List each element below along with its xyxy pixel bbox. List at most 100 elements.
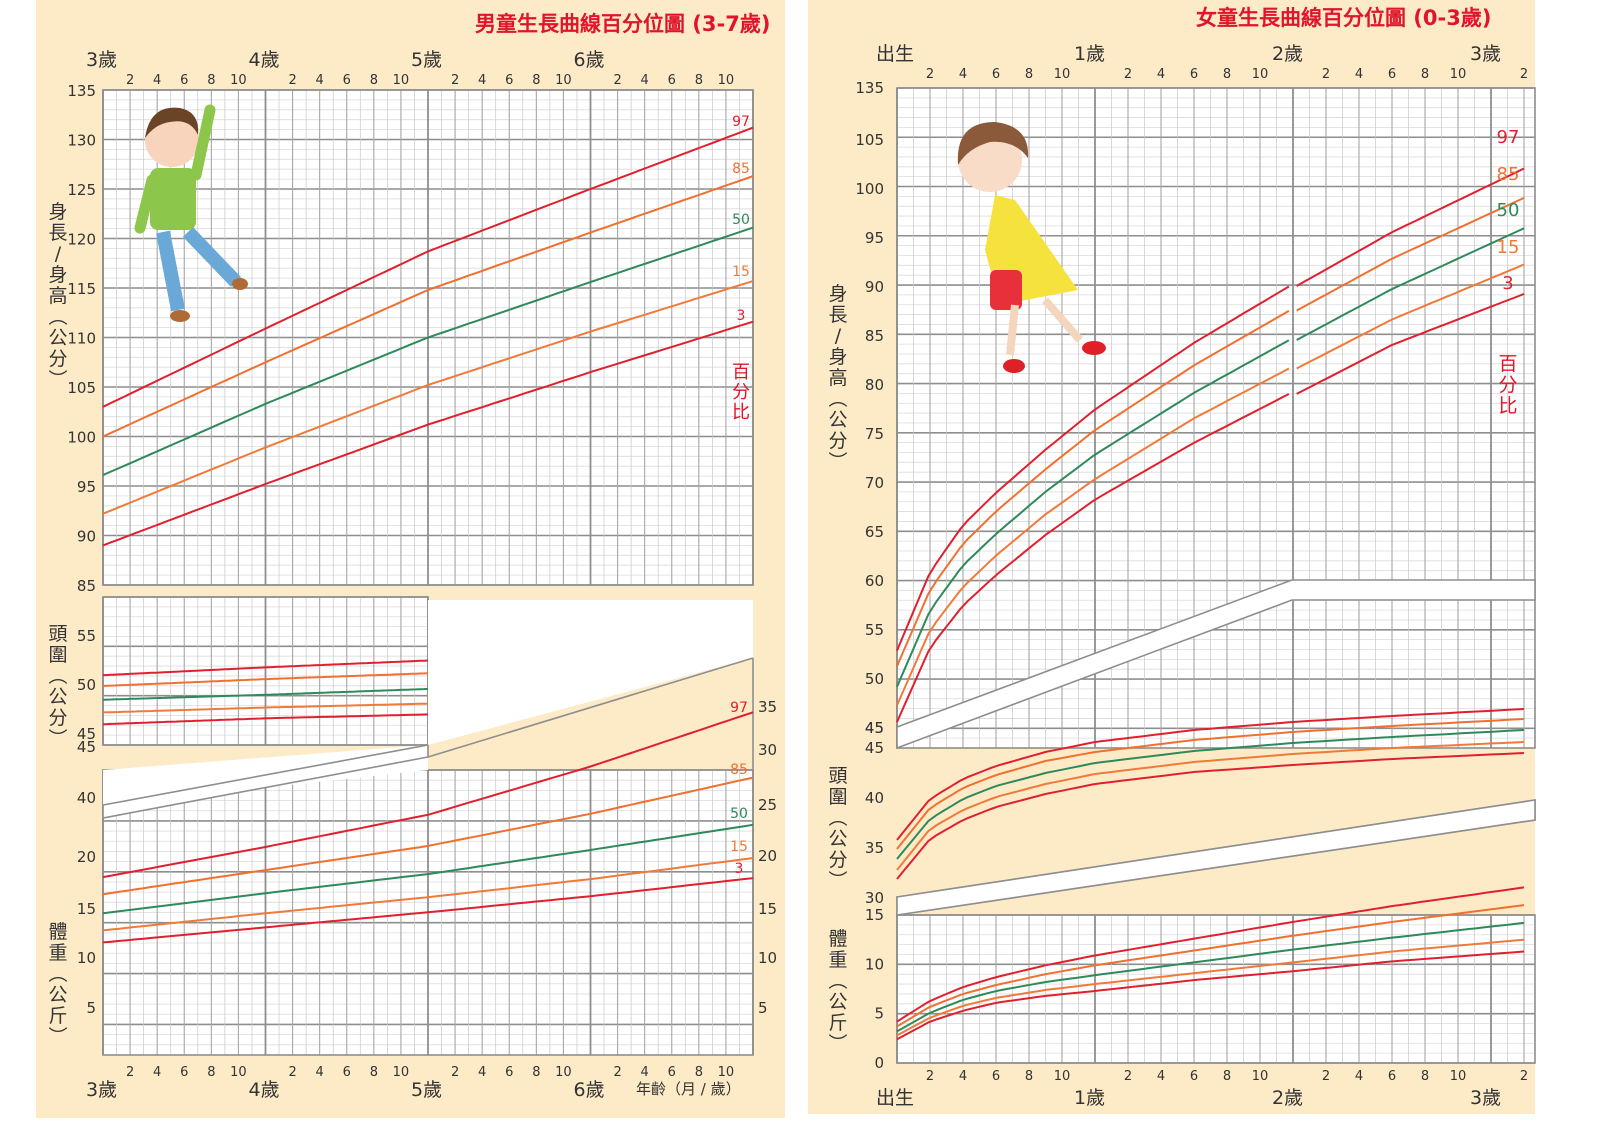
boy-month-tick-bottom: 4 bbox=[316, 1065, 324, 1080]
boy-height-axis-label: 分 bbox=[48, 348, 67, 370]
girl-month-tick-bottom: 2 bbox=[1520, 1069, 1528, 1084]
girl-month-tick-top: 2 bbox=[1124, 67, 1132, 82]
percentile-curve-50 bbox=[896, 729, 1525, 860]
girl-height-tick: 65 bbox=[865, 523, 884, 541]
boy-month-tick-bottom: 6 bbox=[505, 1065, 513, 1080]
girl-weight-axis-label: 公 bbox=[828, 991, 847, 1013]
boy-height-axis-label: ︶ bbox=[48, 369, 67, 391]
boy-percentile-caption: 分 bbox=[732, 382, 750, 403]
boy-month-tick-bottom: 10 bbox=[555, 1065, 572, 1080]
boy-month-tick-top: 10 bbox=[393, 73, 410, 88]
girl-month-tick-top: 10 bbox=[1252, 67, 1269, 82]
boy-weight-tick-left: 5 bbox=[86, 999, 96, 1017]
percentile-curve-15 bbox=[102, 857, 754, 932]
boy-month-tick-bottom: 8 bbox=[370, 1065, 378, 1080]
boy-illustration bbox=[134, 104, 248, 322]
boy-month-tick-bottom: 2 bbox=[451, 1065, 459, 1080]
girl-height-axis-label: ︵ bbox=[828, 388, 847, 410]
girl-height-axis-label: 身 bbox=[828, 346, 847, 368]
boy-weight-tick-left: 40 bbox=[77, 789, 96, 807]
boy-month-tick-bottom: 10 bbox=[718, 1065, 735, 1080]
boy-month-tick-bottom: 6 bbox=[668, 1065, 676, 1080]
percentile-curve-15 bbox=[896, 741, 1525, 871]
percentile-curve-50 bbox=[102, 823, 754, 915]
percentile-curve-3 bbox=[896, 752, 1525, 880]
girl-height-axis-label: 高 bbox=[828, 367, 847, 389]
girl-year-label-top: 出生 bbox=[876, 43, 914, 65]
girl-height-tick: 55 bbox=[865, 621, 884, 639]
boy-height-percentile-label: 50 bbox=[732, 212, 750, 228]
girl-height-tick: 45 bbox=[865, 719, 884, 737]
girl-height-tick: 100 bbox=[855, 180, 884, 198]
boy-year-label-top: 4歲 bbox=[249, 49, 280, 71]
boy-head-axis-label: 分 bbox=[48, 707, 67, 729]
girl-head-axis-label: 公 bbox=[828, 828, 847, 850]
girl-weight-tick: 10 bbox=[865, 955, 884, 973]
girl-month-tick-bottom: 10 bbox=[1450, 1069, 1467, 1084]
boy-weight-tick-right: 25 bbox=[758, 796, 777, 814]
percentile-curve-85 bbox=[102, 776, 754, 896]
boy-head-axis-label: 圍 bbox=[48, 644, 67, 666]
girl-month-tick-bottom: 2 bbox=[1124, 1069, 1132, 1084]
girl-height-tick: 105 bbox=[855, 131, 884, 149]
boy-head-axis-label: ︶ bbox=[48, 728, 67, 750]
girl-month-tick-top: 6 bbox=[992, 67, 1000, 82]
boy-x-axis-label: 年齡（月 / 歲） bbox=[636, 1080, 741, 1098]
boy-month-tick-bottom: 2 bbox=[288, 1065, 296, 1080]
girl-month-tick-bottom: 4 bbox=[1355, 1069, 1363, 1084]
boy-month-tick-top: 8 bbox=[370, 73, 378, 88]
girl-month-tick-bottom: 8 bbox=[1025, 1069, 1033, 1084]
percentile-curve-3 bbox=[102, 877, 754, 944]
boy-height-axis-label: 身 bbox=[48, 264, 67, 286]
girl-month-tick-bottom: 2 bbox=[926, 1069, 934, 1084]
boy-month-tick-bottom: 6 bbox=[180, 1065, 188, 1080]
girl-weight-tick: 15 bbox=[865, 906, 884, 924]
girl-head-tick: 45 bbox=[865, 719, 884, 737]
girl-percentile-caption: 百 bbox=[1498, 353, 1517, 375]
boy-height-axis-label: 身 bbox=[48, 201, 67, 223]
boy-weight-percentile-label: 15 bbox=[730, 839, 748, 855]
boy-weight-tick-right: 15 bbox=[758, 900, 777, 918]
girl-head-axis-label: ︶ bbox=[828, 870, 847, 892]
girl-height-tick: 80 bbox=[865, 376, 884, 394]
girl-month-tick-top: 6 bbox=[1388, 67, 1396, 82]
percentile-curve-15 bbox=[896, 263, 1525, 706]
boy-month-tick-bottom: 10 bbox=[393, 1065, 410, 1080]
girl-month-tick-top: 4 bbox=[1355, 67, 1363, 82]
boy-month-tick-bottom: 10 bbox=[230, 1065, 247, 1080]
girl-height-axis-label: / bbox=[835, 325, 842, 347]
girl-head-axis-label: 圍 bbox=[828, 786, 847, 808]
girl-height-axis-label: ︶ bbox=[828, 451, 847, 473]
percentile-curve-3 bbox=[896, 292, 1525, 723]
girl-height-tick: 95 bbox=[865, 229, 884, 247]
girl-month-tick-top: 4 bbox=[959, 67, 967, 82]
girl-break-band-bottom-overlay bbox=[896, 799, 1536, 916]
boy-height-tick: 110 bbox=[67, 330, 96, 348]
boy-month-tick-top: 6 bbox=[180, 73, 188, 88]
girl-month-tick-bottom: 8 bbox=[1223, 1069, 1231, 1084]
boy-percentile-caption: 百 bbox=[732, 362, 750, 383]
boy-height-axis-label: 高 bbox=[48, 285, 67, 307]
girl-month-tick-bottom: 6 bbox=[992, 1069, 1000, 1084]
girl-height-curves bbox=[896, 167, 1525, 723]
boy-head-grid bbox=[102, 596, 429, 746]
boy-weight-axis-label: 重 bbox=[48, 942, 67, 964]
girl-month-tick-bottom: 10 bbox=[1054, 1069, 1071, 1084]
girl-month-tick-top: 8 bbox=[1025, 67, 1033, 82]
boy-height-tick: 120 bbox=[67, 231, 96, 249]
girl-month-tick-bottom: 10 bbox=[1252, 1069, 1269, 1084]
girl-percentile-caption: 比 bbox=[1498, 395, 1517, 417]
percentile-curve-3 bbox=[102, 713, 429, 726]
boy-month-tick-top: 4 bbox=[478, 73, 486, 88]
girl-height-tick: 60 bbox=[865, 572, 884, 590]
girl-month-tick-top: 2 bbox=[1520, 67, 1528, 82]
percentile-curve-15 bbox=[896, 938, 1525, 1037]
boy-height-tick: 115 bbox=[67, 280, 96, 298]
boy-weight-axis-label: 斤 bbox=[48, 1005, 67, 1027]
girl-break-band-top bbox=[896, 579, 1536, 750]
boy-height-percentile-label: 85 bbox=[732, 161, 750, 177]
girl-chart-title: 女童生長曲線百分位圖 (0-3歲) bbox=[1196, 6, 1492, 30]
boy-year-label-bottom: 5歲 bbox=[411, 1079, 442, 1101]
girl-month-tick-top: 2 bbox=[1322, 67, 1330, 82]
percentile-curve-50 bbox=[896, 227, 1525, 688]
